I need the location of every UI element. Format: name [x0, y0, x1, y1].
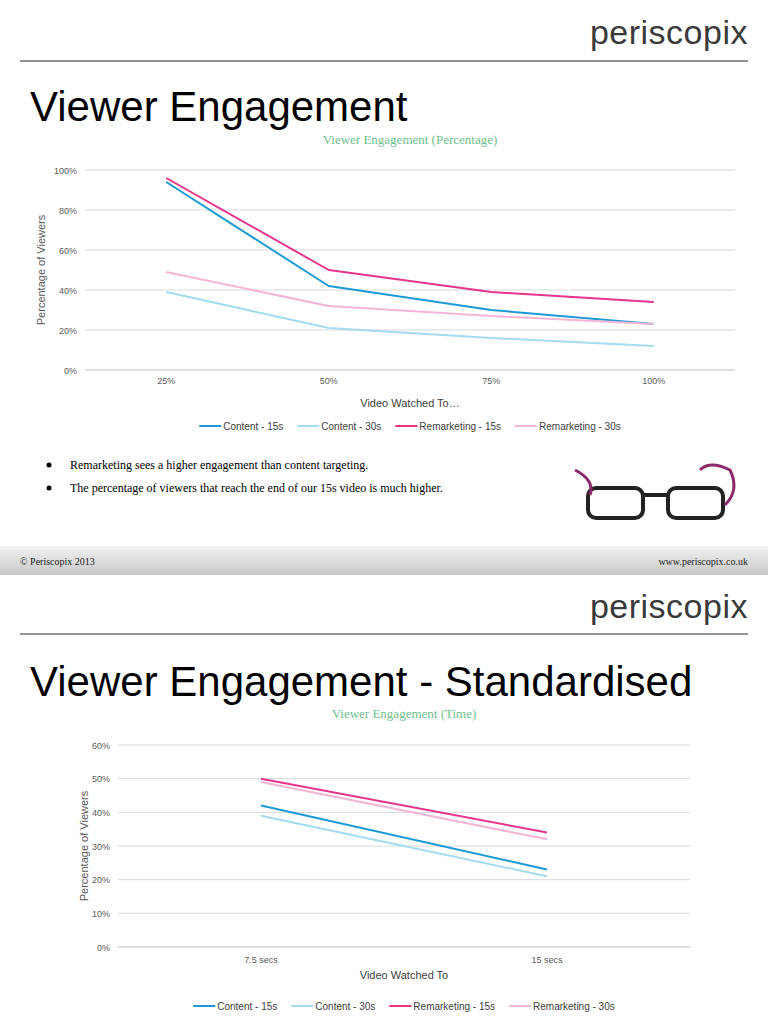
series-line [166, 292, 654, 346]
header-rule [20, 634, 748, 635]
series-line [166, 182, 654, 324]
legend-swatch [515, 425, 537, 427]
brand-logo: periscopix [590, 13, 748, 51]
series-line [166, 178, 654, 302]
y-tick-label: 50% [92, 774, 110, 784]
grid-line [85, 170, 735, 171]
y-tick-label: 10% [92, 909, 110, 919]
x-tick-label: 100% [642, 376, 665, 386]
slide-heading: Viewer Engagement [30, 83, 408, 130]
bullet-dot [47, 486, 52, 491]
legend-label: Remarketing - 15s [419, 421, 501, 432]
glasses-lens [668, 488, 723, 518]
legend-swatch [297, 425, 319, 427]
chart-title: Viewer Engagement (Percentage) [323, 132, 498, 147]
grid-line [118, 778, 690, 779]
brand-logo: periscopix [590, 587, 748, 625]
legend-swatch [199, 425, 221, 427]
chart: Viewer Engagement (Percentage) 0% 20% 40% 60… [35, 132, 735, 432]
y-tick-label: 60% [59, 246, 77, 256]
y-tick-label: 40% [59, 286, 77, 296]
legend-label: Content - 30s [321, 421, 381, 432]
glasses-wires [575, 465, 734, 505]
series-line [261, 806, 547, 870]
x-tick-label: 25% [157, 376, 175, 386]
x-tick-label: 50% [320, 376, 338, 386]
legend-swatch [291, 1005, 313, 1007]
bullet-dot [47, 463, 52, 468]
grid-line [118, 913, 690, 914]
legend-label: Content - 15s [223, 421, 283, 432]
legend-label: Remarketing - 30s [539, 421, 621, 432]
header-rule [20, 61, 748, 62]
y-tick-label: 0% [64, 366, 77, 376]
legend-label: Remarketing - 15s [413, 1001, 495, 1012]
chart-title: Viewer Engagement (Time) [332, 706, 477, 721]
legend-swatch [395, 425, 417, 427]
y-tick-label: 100% [54, 166, 77, 176]
y-axis-title: Percentage of Viewers [78, 790, 90, 901]
legend: Content - 15s Content - 30s Remarketing - … [199, 421, 621, 432]
legend-label: Content - 30s [315, 1001, 375, 1012]
x-axis-title: Video Watched To [360, 969, 448, 981]
bullet-text: The percentage of viewers that reach the… [70, 481, 443, 495]
glasses-bridge [643, 493, 668, 497]
y-tick-label: 0% [97, 943, 110, 953]
grid-line [118, 812, 690, 813]
series-group [166, 178, 654, 346]
x-axis-title: Video Watched To… [360, 397, 459, 409]
legend-swatch [389, 1005, 411, 1007]
page: periscopix Viewer Engagement Remarketing s… [0, 0, 768, 1024]
series-group [261, 779, 547, 877]
legend-label: Content - 15s [217, 1001, 277, 1012]
legend-label: Remarketing - 30s [533, 1001, 615, 1012]
legend: Content - 15s Content - 30s Remarketing - … [193, 1001, 615, 1012]
series-line [261, 782, 547, 839]
legend-swatch [193, 1005, 215, 1007]
glasses-lens [588, 488, 643, 518]
legend-swatch [509, 1005, 531, 1007]
x-tick-label: 75% [482, 376, 500, 386]
grid-line [118, 879, 690, 880]
x-tick-label: 7.5 secs [244, 955, 278, 965]
footer-text: © Periscopix 2013 [20, 556, 95, 567]
slide-heading: Viewer Engagement - Standardised [30, 658, 692, 705]
grid-line [118, 745, 690, 746]
grid-line [85, 290, 735, 291]
footer-text: www.periscopix.co.uk [658, 556, 748, 567]
footer-bar [0, 546, 768, 575]
series-line [166, 272, 654, 324]
y-tick-label: 20% [59, 326, 77, 336]
chart: Viewer Engagement (Time) 0% 10% 20% 30% 40% 50… [78, 706, 690, 1012]
grid-line [118, 947, 690, 948]
decoration [575, 465, 734, 518]
y-tick-label: 40% [92, 808, 110, 818]
y-tick-label: 30% [92, 842, 110, 852]
x-tick-label: 15 secs [531, 955, 563, 965]
grid-line [85, 250, 735, 251]
grid-line [85, 210, 735, 211]
bullet-text: Remarketing sees a higher engagement tha… [70, 458, 368, 472]
y-axis-title: Percentage of Viewers [35, 214, 47, 325]
series-line [261, 779, 547, 833]
y-tick-label: 60% [92, 741, 110, 751]
grid-line [85, 330, 735, 331]
y-tick-label: 80% [59, 206, 77, 216]
y-tick-label: 20% [92, 875, 110, 885]
grid-line [85, 370, 735, 371]
